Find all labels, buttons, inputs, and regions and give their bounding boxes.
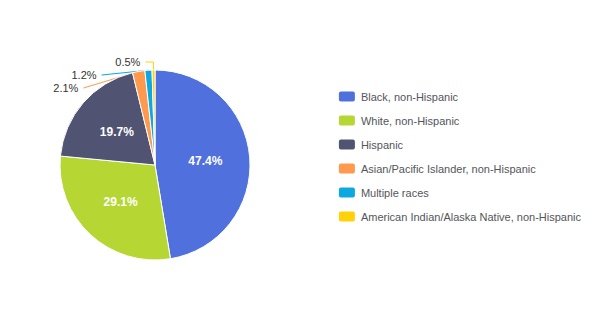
svg-text:0.5%: 0.5%: [115, 56, 140, 68]
svg-text:19.7%: 19.7%: [100, 125, 134, 139]
svg-text:Multiple races: Multiple races: [361, 187, 429, 199]
svg-text:American Indian/Alaska Native,: American Indian/Alaska Native, non-Hispa…: [361, 211, 582, 223]
svg-text:29.1%: 29.1%: [104, 195, 138, 209]
svg-text:47.4%: 47.4%: [188, 154, 222, 168]
svg-text:1.2%: 1.2%: [71, 69, 96, 81]
svg-text:Black, non-Hispanic: Black, non-Hispanic: [361, 91, 459, 103]
svg-text:Asian/Pacific Islander, non-Hi: Asian/Pacific Islander, non-Hispanic: [361, 163, 536, 175]
svg-text:2.1%: 2.1%: [53, 82, 78, 94]
svg-text:White, non-Hispanic: White, non-Hispanic: [361, 115, 460, 127]
svg-text:Hispanic: Hispanic: [361, 139, 404, 151]
